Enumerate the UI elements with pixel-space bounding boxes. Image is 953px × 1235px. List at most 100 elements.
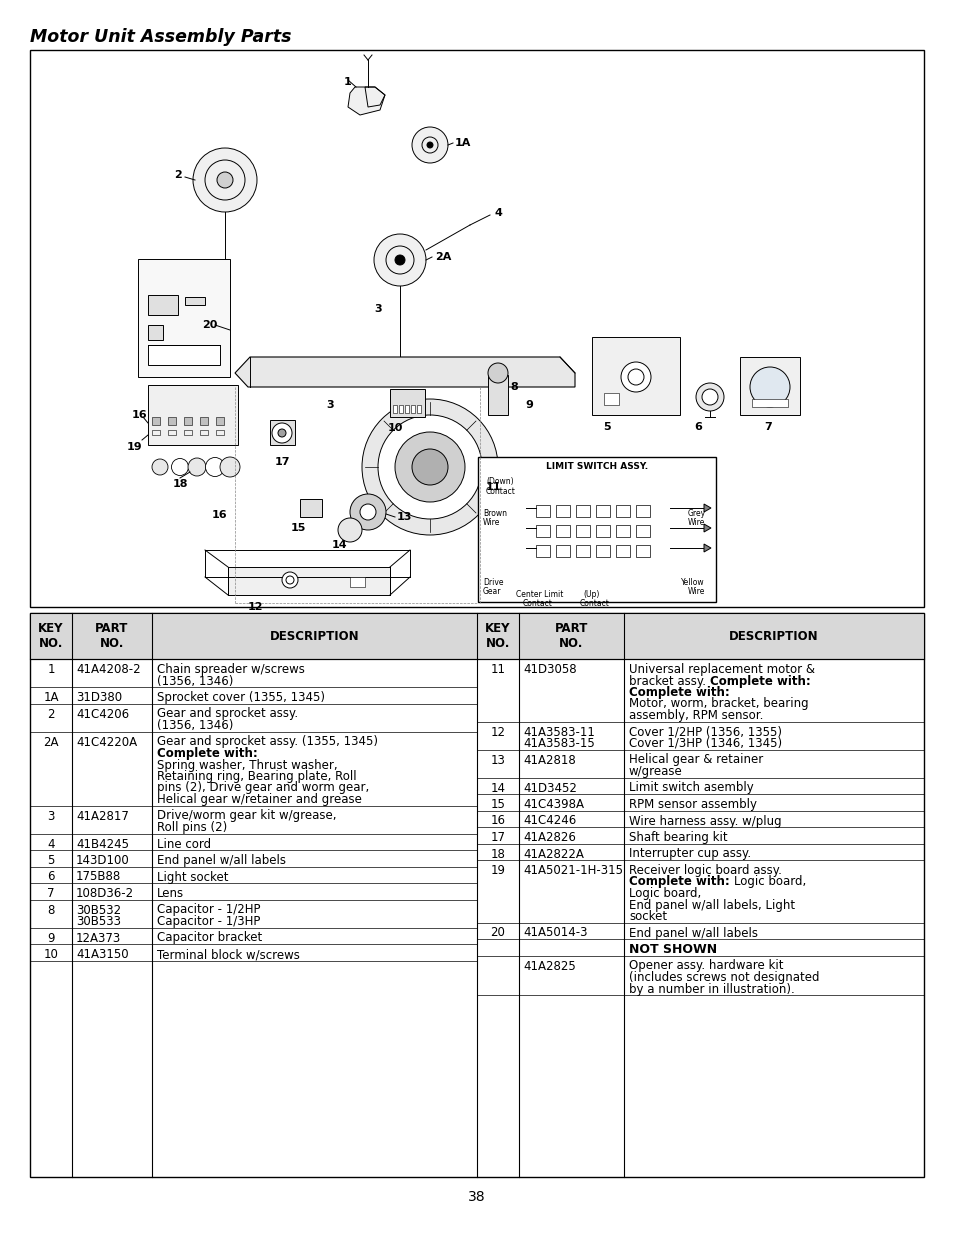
Polygon shape xyxy=(234,357,575,387)
Polygon shape xyxy=(228,567,390,595)
Text: 18: 18 xyxy=(490,847,505,861)
Text: Gear: Gear xyxy=(482,587,501,597)
Text: 2: 2 xyxy=(48,708,54,720)
Text: 3: 3 xyxy=(374,304,381,314)
Text: 2: 2 xyxy=(174,170,182,180)
Text: 8: 8 xyxy=(48,904,54,916)
Circle shape xyxy=(395,432,464,501)
Text: Capacitor - 1/3HP: Capacitor - 1/3HP xyxy=(157,915,260,927)
Bar xyxy=(200,417,208,425)
Bar xyxy=(576,545,589,557)
Text: w/grease: w/grease xyxy=(628,764,682,778)
Bar xyxy=(390,389,424,417)
Text: 20: 20 xyxy=(490,926,505,940)
Text: 41D3058: 41D3058 xyxy=(522,663,576,676)
Text: (Down): (Down) xyxy=(485,477,513,487)
Circle shape xyxy=(701,389,718,405)
Text: (1356, 1346): (1356, 1346) xyxy=(157,674,233,688)
Bar xyxy=(596,545,609,557)
Text: 41A5021-1H-315: 41A5021-1H-315 xyxy=(522,864,622,877)
Bar xyxy=(536,525,550,537)
Text: bracket assy.: bracket assy. xyxy=(628,674,709,688)
Text: 30B533: 30B533 xyxy=(76,915,121,927)
Text: 6: 6 xyxy=(48,871,54,883)
Text: 8: 8 xyxy=(510,382,517,391)
Text: 41C4398A: 41C4398A xyxy=(522,798,583,811)
Bar xyxy=(616,505,629,517)
Bar xyxy=(168,417,175,425)
Bar xyxy=(350,577,365,587)
Text: 2A: 2A xyxy=(43,736,59,748)
Text: 41A3583-11: 41A3583-11 xyxy=(522,725,595,739)
Text: 41A2822A: 41A2822A xyxy=(522,847,583,861)
Circle shape xyxy=(350,494,386,530)
Text: 175B88: 175B88 xyxy=(76,871,121,883)
Text: 5: 5 xyxy=(48,853,54,867)
Text: Retaining ring, Bearing plate, Roll: Retaining ring, Bearing plate, Roll xyxy=(157,769,356,783)
Text: 41A2818: 41A2818 xyxy=(522,753,576,767)
Text: Chain spreader w/screws: Chain spreader w/screws xyxy=(157,663,305,676)
Text: (1356, 1346): (1356, 1346) xyxy=(157,719,233,732)
Bar xyxy=(416,405,420,412)
Text: 41D3452: 41D3452 xyxy=(522,782,577,794)
Bar xyxy=(636,545,649,557)
Text: PART
NO.: PART NO. xyxy=(95,622,129,650)
Circle shape xyxy=(374,233,426,287)
Text: 5: 5 xyxy=(602,422,610,432)
Bar xyxy=(30,613,923,659)
Text: 41A2817: 41A2817 xyxy=(76,809,129,823)
Polygon shape xyxy=(703,543,710,552)
Text: 14: 14 xyxy=(332,540,348,550)
Text: 41A3583-15: 41A3583-15 xyxy=(522,737,594,750)
Text: (Up): (Up) xyxy=(582,590,598,599)
Bar xyxy=(477,457,716,601)
Bar xyxy=(185,296,205,305)
Text: Capacitor - 1/2HP: Capacitor - 1/2HP xyxy=(157,904,260,916)
Bar xyxy=(576,505,589,517)
Circle shape xyxy=(620,362,650,391)
Polygon shape xyxy=(703,504,710,513)
Text: 17: 17 xyxy=(274,457,290,467)
Text: 17: 17 xyxy=(490,831,505,844)
Text: pins (2), Drive gear and worm gear,: pins (2), Drive gear and worm gear, xyxy=(157,782,369,794)
Text: Lens: Lens xyxy=(157,887,184,900)
Text: Complete with:: Complete with: xyxy=(157,747,257,760)
Polygon shape xyxy=(348,86,385,115)
Circle shape xyxy=(361,399,497,535)
Text: Gear and sprocket assy.: Gear and sprocket assy. xyxy=(157,708,297,720)
Text: 3: 3 xyxy=(326,400,334,410)
Text: 10: 10 xyxy=(44,948,58,961)
Bar xyxy=(751,399,787,408)
Bar xyxy=(270,420,294,445)
Text: 41A2825: 41A2825 xyxy=(522,960,576,972)
Text: Drive/worm gear kit w/grease,: Drive/worm gear kit w/grease, xyxy=(157,809,336,823)
Bar xyxy=(398,405,402,412)
Text: 11: 11 xyxy=(490,663,505,676)
Text: Limit switch asembly: Limit switch asembly xyxy=(628,782,753,794)
Text: 143D100: 143D100 xyxy=(76,853,130,867)
Text: Opener assy. hardware kit: Opener assy. hardware kit xyxy=(628,960,782,972)
Circle shape xyxy=(488,363,507,383)
Text: DESCRIPTION: DESCRIPTION xyxy=(270,630,359,642)
Text: Receiver logic board assy.: Receiver logic board assy. xyxy=(628,864,781,877)
Text: 38: 38 xyxy=(468,1191,485,1204)
Text: 41A5014-3: 41A5014-3 xyxy=(522,926,587,940)
Text: 10: 10 xyxy=(387,424,402,433)
Circle shape xyxy=(277,429,286,437)
Text: 20: 20 xyxy=(202,320,218,330)
Text: Contact: Contact xyxy=(522,599,553,608)
Text: Complete with:: Complete with: xyxy=(628,685,729,699)
Text: assembly, RPM sensor.: assembly, RPM sensor. xyxy=(628,709,762,722)
Circle shape xyxy=(359,504,375,520)
Bar xyxy=(148,345,220,366)
Text: 41A3150: 41A3150 xyxy=(76,948,129,961)
Text: 41A2826: 41A2826 xyxy=(522,831,576,844)
Text: 4: 4 xyxy=(48,837,54,851)
Text: 9: 9 xyxy=(524,400,533,410)
Circle shape xyxy=(188,458,206,475)
Text: End panel w/all labels: End panel w/all labels xyxy=(157,853,286,867)
Text: 14: 14 xyxy=(490,782,505,794)
Bar xyxy=(556,505,569,517)
Circle shape xyxy=(216,172,233,188)
Text: End panel w/all labels, Light: End panel w/all labels, Light xyxy=(628,899,794,911)
